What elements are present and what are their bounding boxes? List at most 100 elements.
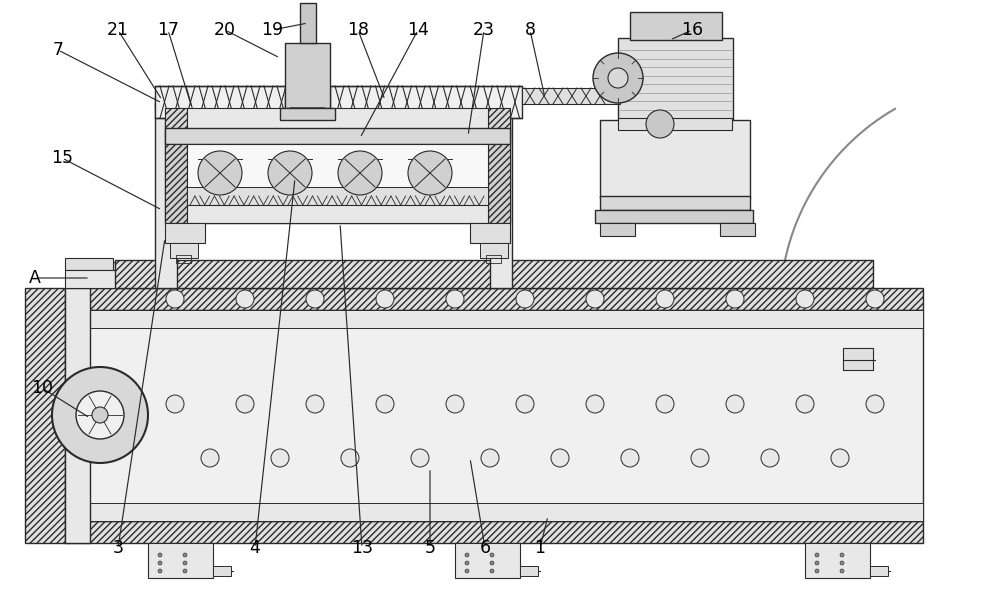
Circle shape — [796, 290, 814, 308]
Circle shape — [840, 553, 844, 557]
Bar — [843, 348, 873, 370]
Circle shape — [411, 449, 429, 467]
Bar — [522, 88, 620, 104]
Circle shape — [158, 553, 162, 557]
Circle shape — [726, 290, 744, 308]
Circle shape — [268, 151, 312, 195]
Circle shape — [465, 561, 469, 565]
Circle shape — [158, 569, 162, 573]
Circle shape — [866, 395, 884, 413]
Circle shape — [586, 395, 604, 413]
Text: 23: 23 — [473, 21, 495, 39]
Text: 15: 15 — [51, 149, 73, 167]
Bar — [165, 108, 187, 138]
Circle shape — [481, 449, 499, 467]
Circle shape — [341, 449, 359, 467]
Bar — [285, 43, 330, 108]
Bar — [720, 223, 755, 236]
Bar — [488, 144, 510, 223]
Text: 18: 18 — [347, 21, 369, 39]
Bar — [165, 118, 510, 223]
Circle shape — [465, 553, 469, 557]
Circle shape — [831, 449, 849, 467]
Bar — [488, 108, 510, 138]
Bar — [187, 187, 488, 205]
Circle shape — [796, 395, 814, 413]
Circle shape — [166, 290, 184, 308]
Bar — [176, 255, 191, 263]
Bar — [300, 3, 316, 43]
Circle shape — [621, 449, 639, 467]
Bar — [805, 543, 870, 578]
Circle shape — [516, 395, 534, 413]
Circle shape — [608, 68, 628, 88]
Bar — [618, 118, 732, 130]
Bar — [618, 38, 733, 120]
Circle shape — [840, 561, 844, 565]
Text: 4: 4 — [250, 539, 260, 557]
Bar — [65, 310, 923, 521]
Bar — [455, 543, 520, 578]
Circle shape — [815, 561, 819, 565]
Circle shape — [516, 290, 534, 308]
Circle shape — [92, 407, 108, 423]
Circle shape — [490, 553, 494, 557]
Bar — [65, 258, 113, 270]
Bar — [65, 310, 923, 328]
Bar — [630, 12, 722, 40]
Bar — [330, 86, 522, 118]
Circle shape — [183, 569, 187, 573]
Bar — [187, 205, 488, 223]
Text: 21: 21 — [107, 21, 129, 39]
Circle shape — [306, 395, 324, 413]
Bar — [187, 108, 488, 138]
Circle shape — [593, 53, 643, 103]
Circle shape — [866, 290, 884, 308]
Bar — [155, 86, 285, 118]
Text: 13: 13 — [351, 539, 373, 557]
Bar — [486, 255, 501, 263]
Bar — [470, 223, 510, 243]
Bar — [600, 223, 635, 236]
Circle shape — [490, 569, 494, 573]
Bar — [280, 108, 335, 120]
Bar — [600, 120, 750, 198]
Circle shape — [158, 561, 162, 565]
Bar — [595, 210, 753, 223]
Bar — [65, 270, 130, 288]
Circle shape — [52, 367, 148, 463]
Bar — [490, 103, 512, 288]
Circle shape — [446, 290, 464, 308]
Bar — [480, 243, 508, 258]
Bar — [155, 96, 512, 108]
Circle shape — [166, 395, 184, 413]
Circle shape — [76, 391, 124, 439]
Bar — [115, 260, 873, 288]
Circle shape — [446, 395, 464, 413]
Text: 5: 5 — [424, 539, 436, 557]
Bar — [170, 243, 198, 258]
Text: 16: 16 — [681, 21, 703, 39]
Circle shape — [306, 290, 324, 308]
Circle shape — [201, 449, 219, 467]
Circle shape — [465, 569, 469, 573]
Bar — [213, 566, 231, 576]
Bar — [165, 128, 510, 144]
Circle shape — [271, 449, 289, 467]
Text: 17: 17 — [157, 21, 179, 39]
Polygon shape — [290, 108, 325, 120]
Text: 7: 7 — [52, 41, 64, 59]
Text: 6: 6 — [479, 539, 491, 557]
Circle shape — [726, 395, 744, 413]
Bar — [165, 223, 205, 243]
Bar — [65, 288, 90, 543]
Bar — [165, 144, 187, 223]
Text: 3: 3 — [112, 539, 124, 557]
Bar — [870, 566, 888, 576]
Circle shape — [183, 553, 187, 557]
Circle shape — [338, 151, 382, 195]
Text: 14: 14 — [407, 21, 429, 39]
Bar — [65, 288, 923, 310]
Circle shape — [408, 151, 452, 195]
Circle shape — [586, 290, 604, 308]
